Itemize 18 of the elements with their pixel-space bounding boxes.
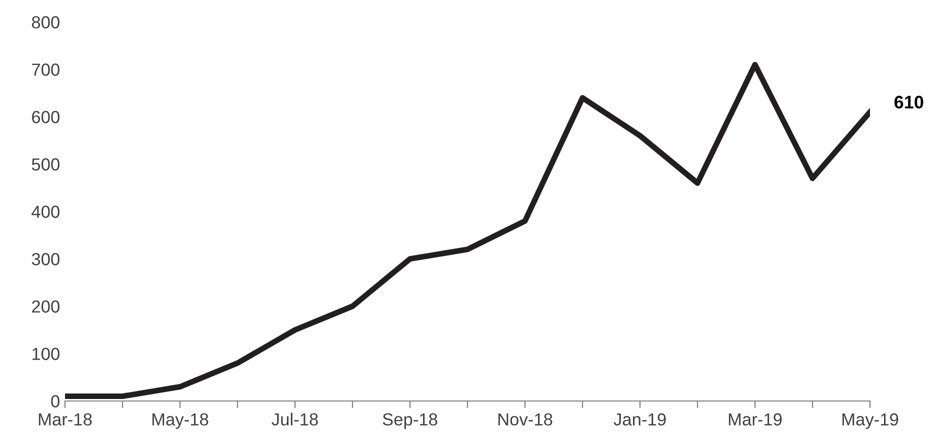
y-tick-label: 100: [32, 348, 60, 360]
y-tick-label: 500: [32, 158, 60, 171]
x-tick-label: Mar-19: [728, 413, 782, 426]
x-tick-label: Mar-18: [38, 413, 92, 426]
y-tick-label: 400: [32, 206, 60, 218]
y-tick-label: 600: [32, 110, 60, 124]
x-tick-label: May-18: [152, 413, 208, 429]
x-tick-label: Nov-18: [498, 413, 552, 426]
y-tick-label: 300: [32, 253, 60, 266]
annotation: 610: [894, 96, 924, 109]
y-tick-label: 800: [32, 16, 60, 28]
x-tick-label: Jul-18: [272, 412, 318, 426]
x-tick-label: May-19: [842, 413, 898, 429]
x-tick-label: Sep-18: [382, 413, 438, 429]
y-tick-label: 200: [32, 300, 60, 313]
y-tick-label: 700: [32, 64, 60, 76]
y-tick-label: 0: [51, 395, 60, 408]
x-tick-label: Jan-19: [614, 413, 666, 426]
